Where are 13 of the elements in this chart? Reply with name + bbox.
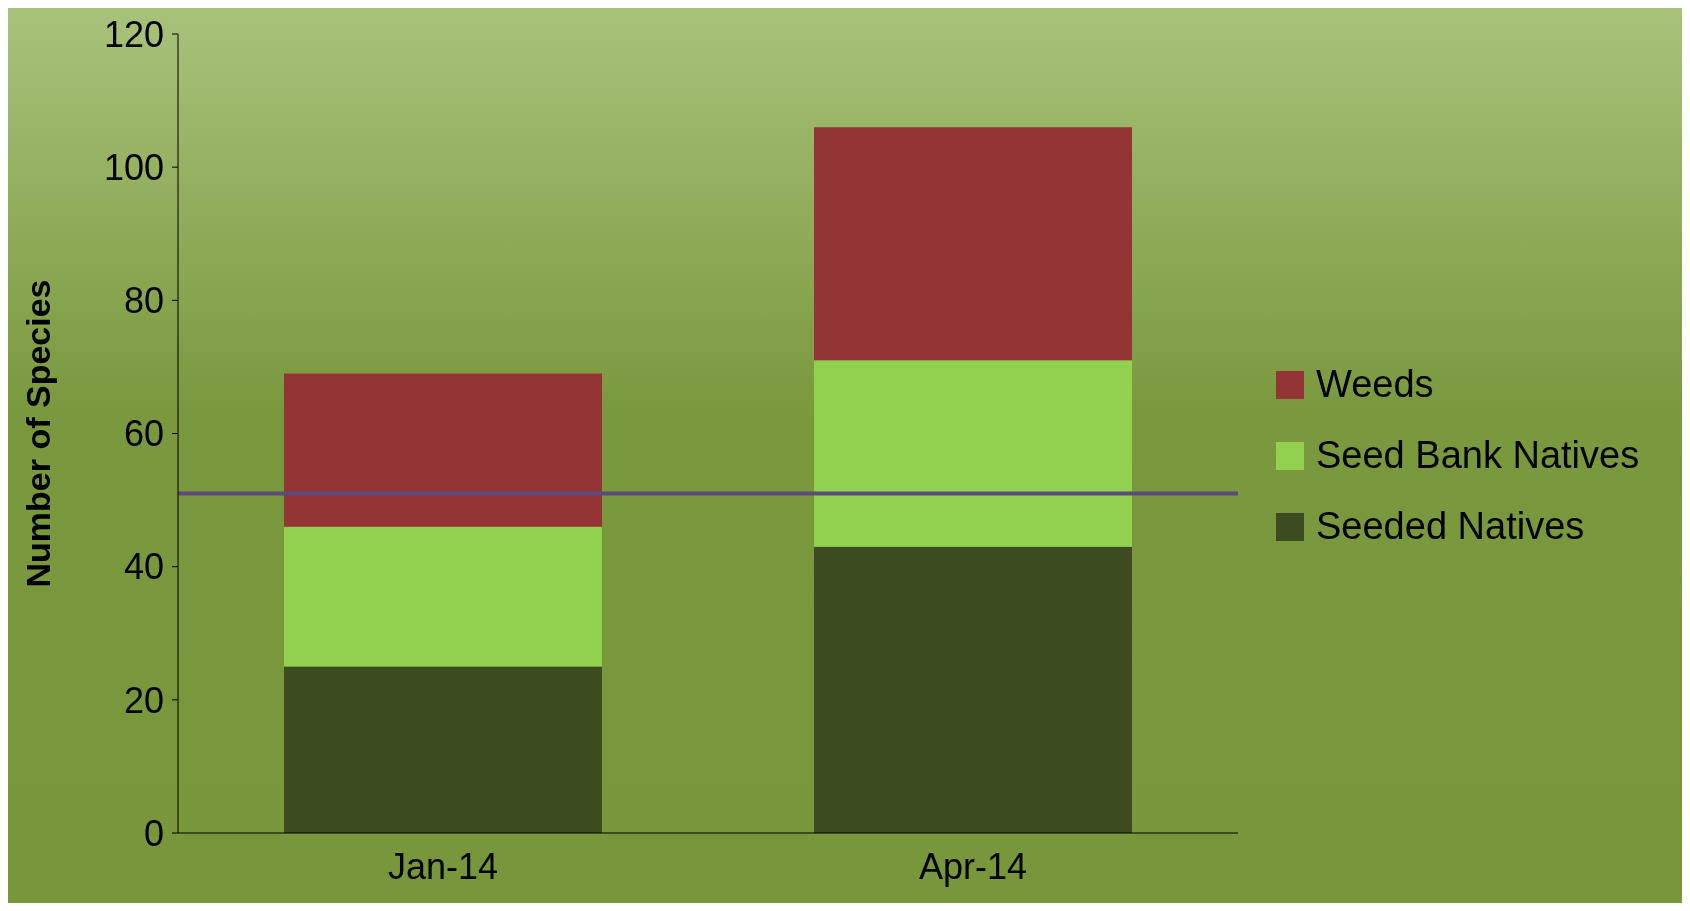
y-tick-label: 120 [103,13,164,55]
y-axis-title: Number of Species [19,279,58,588]
x-tick-label: Jan-14 [387,845,499,887]
y-tick-label: 60 [123,413,164,455]
x-tick-label: Apr-14 [918,845,1028,887]
y-tick-label: 20 [123,679,164,721]
y-tick-label: 100 [103,146,164,188]
legend-label: Seeded Natives [1316,505,1585,548]
y-tick-label: 40 [123,546,164,588]
legend-label: Weeds [1316,363,1434,406]
y-tick-label: 0 [143,812,164,854]
legend-label: Seed Bank Natives [1316,434,1640,477]
y-tick-label: 80 [123,280,164,322]
